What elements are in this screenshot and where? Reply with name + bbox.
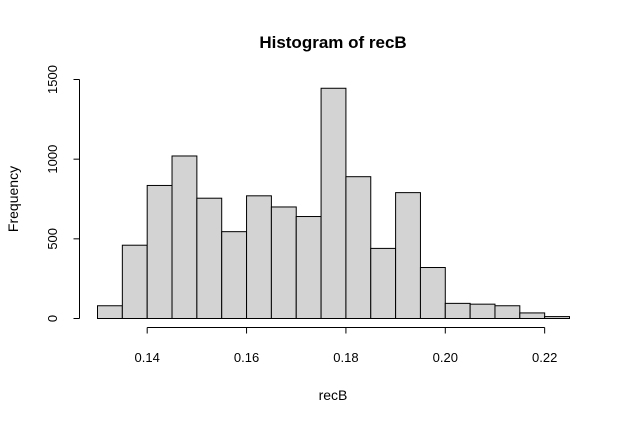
histogram-bar [345,176,372,319]
histogram-bar [519,312,546,320]
histogram-bar [295,216,322,320]
histogram-bar [97,305,123,319]
y-axis: 0 500 1000 1500 [45,65,80,322]
x-tick-label: 0.20 [433,350,458,365]
histogram-bar [544,316,571,320]
histogram-bar [221,231,248,319]
histogram-bar [494,305,521,319]
y-tick-label: 500 [45,228,60,250]
y-tick-label: 0 [45,315,60,322]
histogram-bar [469,303,496,320]
x-axis-label: recB [319,387,348,403]
histogram-bar [121,244,148,319]
histogram-bar [395,192,421,319]
x-tick-label: 0.16 [234,350,259,365]
chart-title: Histogram of recB [259,33,406,52]
histogram-bar [370,247,397,319]
histogram-bar [246,195,272,320]
histogram-bar [419,267,446,320]
histogram-bar [196,197,223,320]
x-tick-label: 0.14 [135,350,160,365]
x-axis: 0.14 0.16 0.18 0.20 0.22 [135,327,557,365]
histogram-bar [146,184,173,319]
bars-group [97,87,571,320]
y-tick-label: 1000 [45,145,60,174]
y-tick-label: 1500 [45,65,60,94]
histogram-bar [444,302,471,320]
histogram-bar [320,87,347,319]
histogram-bar [171,155,198,319]
y-axis-label: Frequency [5,166,21,232]
x-tick-label: 0.22 [532,350,557,365]
x-tick-label: 0.18 [333,350,358,365]
histogram-bar [270,206,297,319]
